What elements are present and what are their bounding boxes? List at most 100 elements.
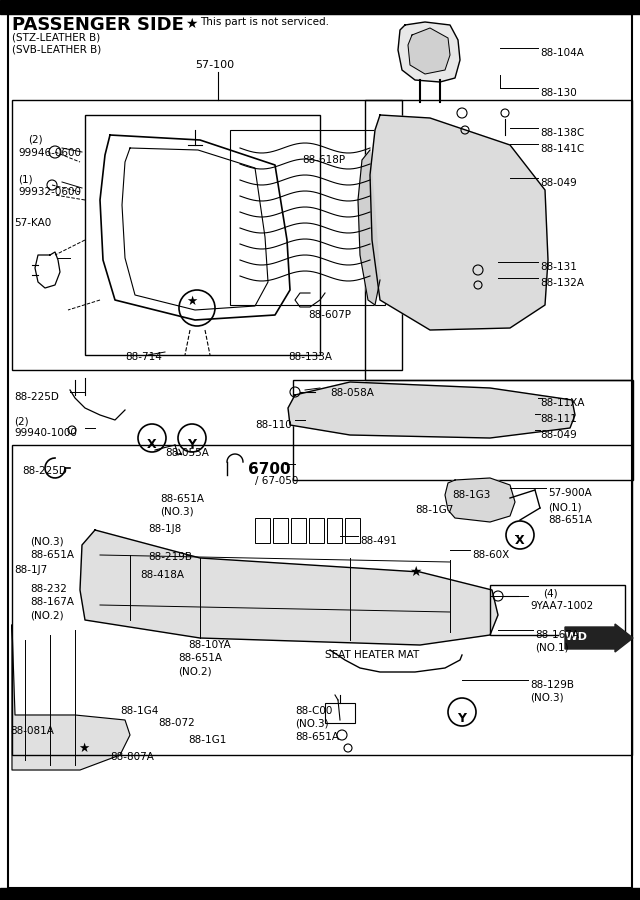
- Text: (2): (2): [28, 135, 43, 145]
- Text: (1): (1): [18, 175, 33, 185]
- Polygon shape: [445, 478, 515, 522]
- Text: 57-900A: 57-900A: [548, 488, 592, 498]
- Text: X: X: [515, 535, 525, 547]
- Text: PASSENGER SIDE: PASSENGER SIDE: [12, 16, 184, 34]
- Text: SEAT HEATER MAT: SEAT HEATER MAT: [325, 650, 419, 660]
- Text: 88-418A: 88-418A: [140, 570, 184, 580]
- Text: (NO.1): (NO.1): [535, 643, 568, 653]
- Bar: [327, 518, 342, 543]
- Text: 88-11XA: 88-11XA: [540, 398, 584, 408]
- Bar: [12, 445, 632, 755]
- Text: 88-232: 88-232: [30, 584, 67, 594]
- Text: ★: ★: [78, 742, 89, 755]
- Polygon shape: [12, 625, 130, 770]
- Text: (STZ-LEATHER B): (STZ-LEATHER B): [12, 33, 100, 43]
- Text: FWD: FWD: [558, 632, 587, 642]
- Text: 88-055A: 88-055A: [165, 448, 209, 458]
- Text: 99946-0600: 99946-0600: [18, 148, 81, 158]
- Text: ★: ★: [185, 17, 198, 31]
- Text: 88-104A: 88-104A: [540, 48, 584, 58]
- Text: 88-618P: 88-618P: [302, 155, 345, 165]
- Text: This part is not serviced.: This part is not serviced.: [200, 17, 329, 27]
- Text: 88-072: 88-072: [158, 718, 195, 728]
- Text: 88-219B: 88-219B: [148, 552, 192, 562]
- Bar: [291, 518, 306, 543]
- Text: 88-1G1: 88-1G1: [188, 735, 227, 745]
- Text: 88-651A: 88-651A: [160, 494, 204, 504]
- Polygon shape: [80, 530, 498, 645]
- Bar: [0, 888, 640, 900]
- Text: 88-130: 88-130: [540, 88, 577, 98]
- Text: 88-058A: 88-058A: [330, 388, 374, 398]
- Polygon shape: [398, 22, 460, 82]
- FancyArrow shape: [565, 624, 633, 652]
- Text: (NO.3): (NO.3): [530, 693, 564, 703]
- Text: 88-049: 88-049: [540, 178, 577, 188]
- Bar: [345, 518, 360, 543]
- Bar: [0, 0, 640, 14]
- Polygon shape: [408, 28, 450, 74]
- Bar: [325, 703, 355, 723]
- Text: 88-167A: 88-167A: [30, 597, 74, 607]
- Text: (2): (2): [14, 416, 29, 426]
- Text: 88-1J7: 88-1J7: [14, 565, 47, 575]
- Text: 88-129B: 88-129B: [530, 680, 574, 690]
- Bar: [293, 380, 633, 480]
- Text: 88-132A: 88-132A: [540, 278, 584, 288]
- Bar: [12, 100, 402, 370]
- Text: 88-131: 88-131: [540, 262, 577, 272]
- Text: 88-714: 88-714: [125, 352, 162, 362]
- Text: 88-10YA: 88-10YA: [188, 640, 231, 650]
- Bar: [365, 100, 632, 380]
- Text: 88-607P: 88-607P: [308, 310, 351, 320]
- Bar: [230, 130, 385, 305]
- Text: 88-081A: 88-081A: [10, 726, 54, 736]
- Text: 88-651A: 88-651A: [178, 653, 222, 663]
- Bar: [273, 518, 288, 543]
- Bar: [255, 518, 270, 543]
- Text: 88-1J8: 88-1J8: [148, 524, 181, 534]
- Text: (NO.2): (NO.2): [30, 610, 63, 620]
- Text: 88-1G4: 88-1G4: [120, 706, 158, 716]
- Text: 88-138C: 88-138C: [540, 128, 584, 138]
- Text: (NO.1): (NO.1): [548, 502, 582, 512]
- Text: 88-491: 88-491: [360, 536, 397, 546]
- Text: 99940-1000: 99940-1000: [14, 428, 77, 438]
- Polygon shape: [288, 382, 575, 438]
- Text: 88-807A: 88-807A: [110, 752, 154, 762]
- Text: 88-60X: 88-60X: [472, 550, 509, 560]
- Text: Y: Y: [458, 712, 467, 724]
- Text: 99932-0600: 99932-0600: [18, 187, 81, 197]
- Text: 6700: 6700: [248, 462, 291, 477]
- Text: 88-111: 88-111: [540, 414, 577, 424]
- Text: 88-167A: 88-167A: [535, 630, 579, 640]
- Text: 88-1G3: 88-1G3: [452, 490, 490, 500]
- Text: ★: ★: [186, 294, 198, 308]
- Text: 57-KA0: 57-KA0: [14, 218, 51, 228]
- Text: 88-110: 88-110: [255, 420, 292, 430]
- Text: 88-141C: 88-141C: [540, 144, 584, 154]
- Text: (NO.3): (NO.3): [30, 537, 63, 547]
- Text: 88-049: 88-049: [540, 430, 577, 440]
- Bar: [490, 585, 625, 635]
- Text: (NO.2): (NO.2): [178, 666, 212, 676]
- Text: X: X: [147, 437, 157, 451]
- Text: 88-225D: 88-225D: [14, 392, 59, 402]
- Text: 88-651A: 88-651A: [295, 732, 339, 742]
- Bar: [309, 518, 324, 543]
- Text: 88-651A: 88-651A: [30, 550, 74, 560]
- Text: (4): (4): [543, 588, 557, 598]
- Text: Y: Y: [188, 437, 196, 451]
- Text: (NO.3): (NO.3): [160, 507, 194, 517]
- Text: 88-225D: 88-225D: [22, 466, 67, 476]
- Polygon shape: [370, 115, 548, 330]
- Text: 88-133A: 88-133A: [288, 352, 332, 362]
- Text: (NO.3): (NO.3): [295, 719, 328, 729]
- Text: 88-C00: 88-C00: [295, 706, 332, 716]
- Text: / 67-050: / 67-050: [255, 476, 298, 486]
- Text: 9YAA7-1002: 9YAA7-1002: [530, 601, 593, 611]
- Text: 88-651A: 88-651A: [548, 515, 592, 525]
- Text: 88-1G7: 88-1G7: [415, 505, 453, 515]
- Text: ★: ★: [409, 565, 421, 579]
- Text: 57-100: 57-100: [195, 60, 234, 70]
